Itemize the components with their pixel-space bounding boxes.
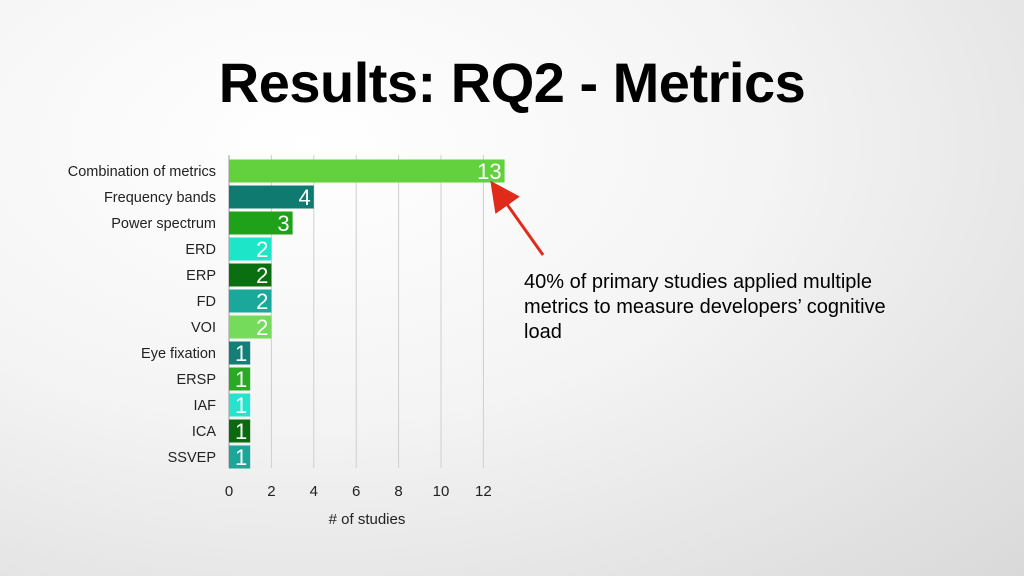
bar-value-label: 2 bbox=[256, 315, 268, 340]
bar-value-label: 2 bbox=[256, 237, 268, 262]
bar bbox=[229, 341, 251, 365]
category-label: Frequency bands bbox=[104, 190, 216, 206]
bar-value-label: 3 bbox=[277, 211, 289, 236]
category-label: Power spectrum bbox=[111, 216, 216, 232]
bar bbox=[229, 237, 272, 261]
x-tick-labels: 0 2 4 6 8 10 12 bbox=[225, 483, 492, 500]
x-tick-label: 0 bbox=[225, 483, 233, 500]
bar bbox=[229, 393, 251, 417]
category-label: ERP bbox=[186, 268, 216, 284]
category-label: Eye fixation bbox=[141, 346, 216, 362]
x-tick-label: 12 bbox=[475, 483, 492, 500]
bar-value-label: 13 bbox=[477, 159, 501, 184]
bar-value-label: 1 bbox=[235, 367, 247, 392]
bar bbox=[229, 445, 251, 469]
category-label: ERSP bbox=[177, 372, 217, 388]
bar bbox=[229, 367, 251, 391]
bar-value-label: 1 bbox=[235, 341, 247, 366]
category-label: ERD bbox=[185, 242, 216, 258]
bar-value-label: 1 bbox=[235, 419, 247, 444]
bar bbox=[229, 185, 314, 209]
category-label: ICA bbox=[192, 424, 217, 440]
category-label: Combination of metrics bbox=[68, 164, 216, 180]
category-label: VOI bbox=[191, 320, 216, 336]
category-label: IAF bbox=[193, 398, 216, 414]
annotation-arrow bbox=[490, 180, 545, 256]
bar-value-label: 1 bbox=[235, 393, 247, 418]
bar-value-label: 1 bbox=[235, 445, 247, 470]
x-tick-label: 2 bbox=[267, 483, 275, 500]
bar-value-label: 4 bbox=[299, 185, 311, 210]
category-labels: Combination of metrics Frequency bands Pow… bbox=[68, 164, 217, 466]
bar bbox=[229, 211, 293, 235]
bar-value-label: 2 bbox=[256, 289, 268, 314]
bar bbox=[229, 419, 251, 443]
bar bbox=[229, 289, 272, 313]
bar bbox=[229, 315, 272, 339]
bar bbox=[229, 159, 505, 183]
slide-title: Results: RQ2 - Metrics bbox=[218, 51, 806, 114]
category-label: SSVEP bbox=[168, 450, 216, 466]
x-axis-label: # of studies bbox=[329, 511, 406, 528]
x-tick-label: 6 bbox=[352, 483, 360, 500]
x-tick-label: 4 bbox=[310, 483, 318, 500]
category-label: FD bbox=[197, 294, 216, 310]
x-tick-label: 10 bbox=[433, 483, 450, 500]
bar-value-label: 2 bbox=[256, 263, 268, 288]
x-tick-label: 8 bbox=[394, 483, 402, 500]
bar bbox=[229, 263, 272, 287]
annotation-text: 40% of primary studies applied multiple … bbox=[524, 271, 886, 343]
